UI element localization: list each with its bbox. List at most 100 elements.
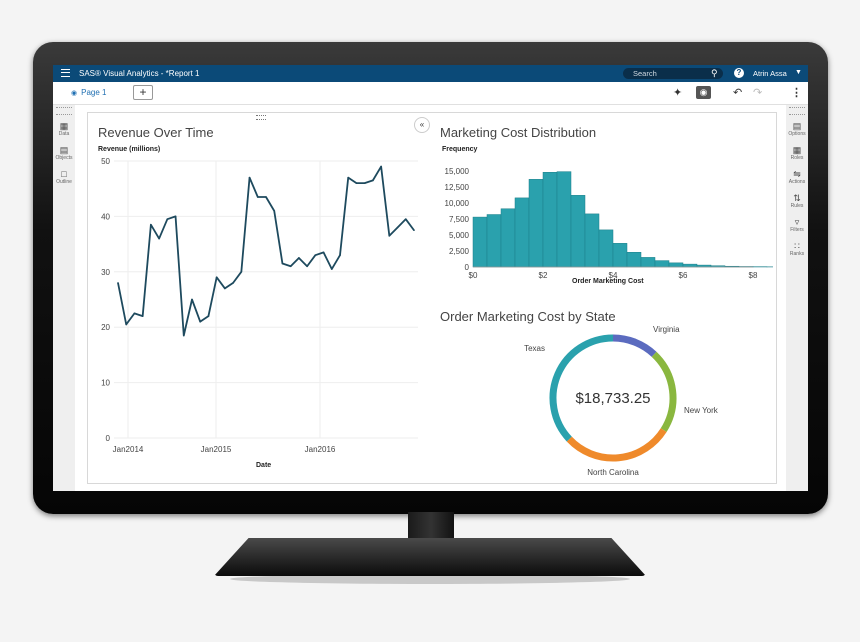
y-tick-label: 30 [101, 268, 110, 277]
redo-icon[interactable]: ↷ [753, 87, 763, 99]
drag-handle[interactable] [256, 115, 266, 120]
revenue-data-point [380, 165, 382, 168]
revenue-data-point [281, 262, 284, 265]
revenue-data-point [240, 271, 243, 273]
revenue-data-point [289, 265, 292, 268]
right-panel-item-options[interactable]: ▤ Options [786, 121, 808, 137]
marketing-cost-histogram[interactable]: 0 2,500 5,000 7,500 10,000 12,500 15,000 $0 $2 $4… [428, 153, 773, 283]
right-panel-item-roles[interactable]: ▦ Roles [786, 145, 808, 161]
y-tick-label: 0 [106, 434, 111, 443]
histogram-bar [612, 243, 628, 268]
y-tick-label: 15,000 [445, 167, 470, 176]
revenue-data-point [404, 218, 407, 220]
right-panel-item-filters[interactable]: ▿ Filters [786, 217, 808, 233]
revenue-data-point [158, 237, 160, 240]
monitor-stand [214, 538, 646, 576]
help-icon[interactable]: ? [734, 68, 744, 78]
histogram-bar [626, 252, 642, 268]
right-panel-item-actions[interactable]: ⇋ Actions [786, 169, 808, 185]
x-tick-label: Jan2014 [113, 445, 144, 454]
revenue-data-point [224, 287, 226, 290]
left-panel-label: Objects [55, 155, 73, 161]
app-title: SAS® Visual Analytics - *Report 1 [79, 69, 200, 78]
histogram-bar [528, 179, 544, 268]
ranks-icon: ∷ [794, 241, 800, 251]
revenue-data-point [298, 257, 300, 259]
preview-button[interactable]: ◉ [696, 86, 711, 99]
panel-grip[interactable] [789, 107, 805, 115]
right-panel-label: Options [788, 131, 806, 137]
donut-slice [549, 334, 614, 442]
x-tick-label: $8 [749, 271, 758, 280]
revenue-data-point [166, 218, 169, 220]
state-donut-chart[interactable]: Virginia New York North Carolina Texas $18,7… [488, 325, 738, 475]
histogram-bar [542, 172, 558, 268]
revenue-line-chart[interactable]: 0 10 20 30 40 50 Jan2014 Jan2015 Jan2016 [88, 153, 428, 475]
histogram-bar [584, 213, 600, 268]
right-panel-label: Roles [790, 155, 804, 161]
x-tick-label: $0 [469, 271, 478, 280]
donut-slice [651, 351, 677, 433]
revenue-data-point [396, 226, 399, 229]
revenue-data-point [372, 179, 374, 182]
more-options-icon[interactable]: ⋮ [791, 87, 802, 99]
revenue-data-point [306, 265, 308, 268]
right-panel-label: Ranks [789, 251, 805, 257]
left-side-panel: ▦ Data ▤ Objects □ Outline [53, 105, 75, 491]
revenue-data-point [182, 334, 185, 337]
revenue-data-point [265, 196, 267, 198]
left-panel-item-outline[interactable]: □ Outline [53, 169, 75, 185]
eye-icon: ◉ [71, 90, 78, 97]
add-page-button[interactable]: + [133, 85, 153, 100]
search-placeholder: Search [633, 69, 657, 78]
undo-icon[interactable]: ↶ [733, 87, 743, 99]
left-panel-label: Outline [56, 179, 72, 185]
revenue-data-point [248, 176, 251, 179]
slice-label: New York [684, 406, 719, 415]
y-tick-label: 20 [101, 323, 110, 332]
revenue-data-point [347, 176, 350, 179]
donut-title: Order Marketing Cost by State [440, 309, 616, 324]
slice-label: Texas [524, 344, 545, 353]
revenue-data-point [125, 323, 128, 326]
revenue-data-point [141, 315, 144, 317]
filter-icon: ▿ [794, 217, 800, 227]
revenue-data-point [388, 234, 391, 237]
x-tick-label: $4 [609, 271, 618, 280]
user-name[interactable]: Atrin Assa [753, 69, 787, 78]
y-tick-label: 10,000 [445, 199, 470, 208]
x-tick-label: Jan2015 [201, 445, 232, 454]
wand-icon[interactable]: ✦ [673, 87, 683, 99]
revenue-data-point [117, 282, 119, 284]
revenue-data-point [339, 254, 341, 256]
left-panel-item-objects[interactable]: ▤ Objects [53, 145, 75, 161]
y-tick-label: 12,500 [445, 183, 470, 192]
tab-page-1[interactable]: ◉ Page 1 [71, 88, 106, 97]
revenue-data-point [150, 223, 152, 226]
right-panel-item-ranks[interactable]: ∷ Ranks [786, 241, 808, 257]
panel-grip[interactable] [56, 107, 72, 115]
app-screen: SAS® Visual Analytics - *Report 1 Search… [53, 65, 808, 491]
revenue-data-point [314, 254, 317, 256]
y-tick-label: 2,500 [449, 247, 470, 256]
hamburger-menu-icon[interactable] [61, 69, 70, 77]
y-tick-label: 40 [101, 212, 110, 221]
right-panel-item-rules[interactable]: ⇅ Rules [786, 193, 808, 209]
search-input[interactable]: Search ⚲ [623, 68, 723, 79]
report-canvas: « Revenue Over Time Revenue (millions) 0… [87, 112, 777, 484]
revenue-data-point [191, 298, 193, 301]
search-icon[interactable]: ⚲ [711, 68, 718, 78]
histogram-ylabel: Frequency [442, 146, 478, 153]
donut-slice [612, 334, 657, 357]
histogram-bar [668, 262, 684, 268]
donut-center-value: $18,733.25 [575, 390, 650, 407]
left-panel-item-data[interactable]: ▦ Data [53, 121, 75, 137]
app-header: SAS® Visual Analytics - *Report 1 Search… [53, 65, 808, 82]
options-icon: ▤ [792, 121, 802, 131]
slice-label: Virginia [653, 325, 680, 334]
collapse-icon[interactable]: « [414, 117, 430, 133]
x-tick-label: $6 [679, 271, 688, 280]
slice-label: North Carolina [587, 468, 639, 475]
chevron-down-icon[interactable]: ▼ [795, 69, 802, 76]
histogram-bar [598, 229, 614, 268]
